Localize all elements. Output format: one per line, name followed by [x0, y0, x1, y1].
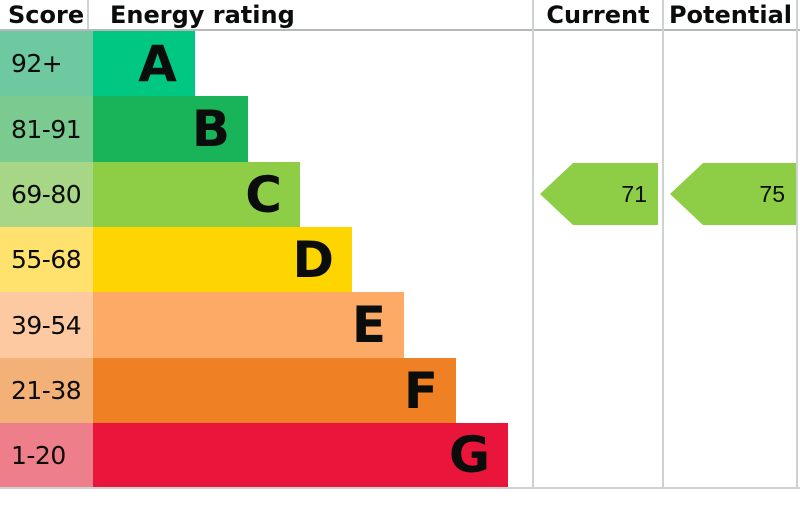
potential-rating-value: 75	[759, 181, 785, 207]
header-current: Current	[546, 1, 650, 29]
current-rating-arrow: 71	[540, 163, 658, 225]
potential-column-divider	[662, 0, 664, 488]
header-potential: Potential	[668, 1, 793, 29]
left-arrow-icon	[540, 163, 658, 225]
bottom-border-line	[0, 487, 800, 489]
current-rating-value: 71	[621, 181, 647, 207]
rating-bar-d: D	[93, 227, 352, 292]
rating-bar-c: C	[93, 162, 300, 227]
score-range-f: 21-38	[0, 358, 93, 423]
potential-rating-arrow: 75	[670, 163, 796, 225]
score-range-d: 55-68	[0, 227, 93, 292]
score-range-b: 81-91	[0, 96, 93, 162]
band-row-e: 39-54 E	[0, 292, 533, 358]
band-row-c: 69-80 C	[0, 162, 533, 227]
header-divider-line	[0, 29, 800, 31]
right-border-line	[796, 0, 798, 488]
band-row-g: 1-20 G	[0, 423, 533, 487]
left-arrow-icon	[670, 163, 796, 225]
band-row-b: 81-91 B	[0, 96, 533, 162]
header-energy-rating: Energy rating	[110, 1, 295, 29]
score-column-divider	[87, 0, 89, 29]
rating-bar-e: E	[93, 292, 404, 358]
band-row-f: 21-38 F	[0, 358, 533, 423]
rating-bar-g: G	[93, 423, 508, 487]
rating-bar-b: B	[93, 96, 248, 162]
score-range-g: 1-20	[0, 423, 93, 487]
score-range-c: 69-80	[0, 162, 93, 227]
band-row-a: 92+ A	[0, 31, 533, 96]
score-range-a: 92+	[0, 31, 93, 96]
band-row-d: 55-68 D	[0, 227, 533, 292]
rating-bar-a: A	[93, 31, 195, 96]
rating-bar-f: F	[93, 358, 456, 423]
header-score: Score	[8, 1, 85, 29]
current-column-divider	[532, 0, 534, 488]
score-range-e: 39-54	[0, 292, 93, 358]
